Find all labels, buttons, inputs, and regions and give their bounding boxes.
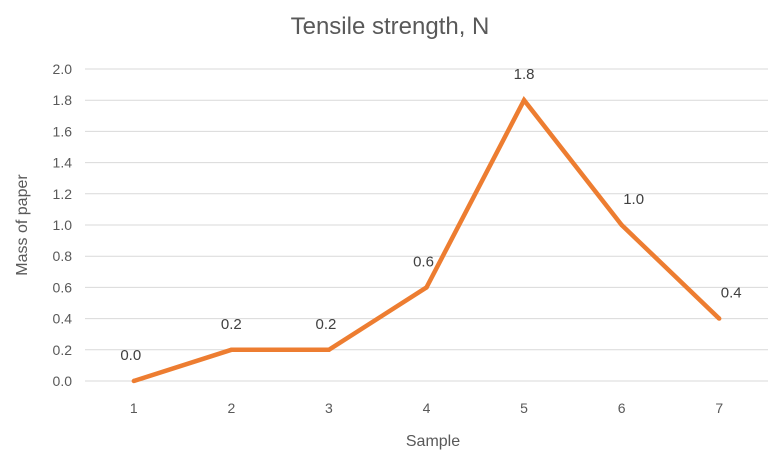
data-label: 0.0 <box>120 347 141 364</box>
data-labels: 0.0 0.2 0.2 0.6 1.8 1.0 0.4 <box>120 66 741 364</box>
y-tick-label: 1.2 <box>53 186 73 202</box>
y-tick-label: 0.6 <box>53 279 73 295</box>
gridlines <box>85 68 768 382</box>
x-axis-label: Sample <box>406 433 460 450</box>
y-tick-label: 1.6 <box>53 123 73 139</box>
x-tick-label: 3 <box>325 400 333 416</box>
y-tick-label: 2.0 <box>53 61 73 77</box>
y-tick-label: 0.2 <box>53 342 73 358</box>
data-point <box>131 378 136 384</box>
data-point <box>229 347 234 352</box>
x-axis-ticks: 1 2 3 4 5 6 7 <box>130 400 723 416</box>
y-tick-label: 0.4 <box>53 311 73 327</box>
data-point <box>326 347 332 352</box>
data-label: 0.2 <box>315 316 336 333</box>
x-tick-label: 6 <box>618 400 626 416</box>
chart-title: Tensile strength, N <box>291 13 490 40</box>
data-label: 0.2 <box>221 316 242 333</box>
data-label: 1.8 <box>514 66 535 83</box>
series-line <box>133 96 721 384</box>
y-axis-ticks: 0.0 0.2 0.4 0.6 0.8 1.0 1.2 1.4 1.6 1.8 2.0 <box>53 61 73 389</box>
data-point <box>521 98 527 103</box>
y-tick-label: 1.4 <box>53 155 73 171</box>
y-tick-label: 0.8 <box>53 248 73 264</box>
x-tick-label: 5 <box>520 400 528 416</box>
data-label: 1.0 <box>623 191 644 208</box>
data-label: 0.6 <box>413 253 434 270</box>
y-tick-label: 0.0 <box>53 373 73 389</box>
series-layer <box>131 96 722 384</box>
x-tick-label: 7 <box>715 400 723 416</box>
y-tick-label: 1.8 <box>53 92 73 108</box>
data-point <box>619 222 624 228</box>
data-label: 0.4 <box>721 285 742 302</box>
y-tick-label: 1.0 <box>53 217 73 233</box>
x-tick-label: 2 <box>227 400 235 416</box>
data-point <box>717 316 722 321</box>
y-axis-label: Mass of paper <box>14 174 31 276</box>
data-point <box>424 285 429 290</box>
x-tick-label: 4 <box>423 400 431 416</box>
x-tick-label: 1 <box>130 400 138 416</box>
